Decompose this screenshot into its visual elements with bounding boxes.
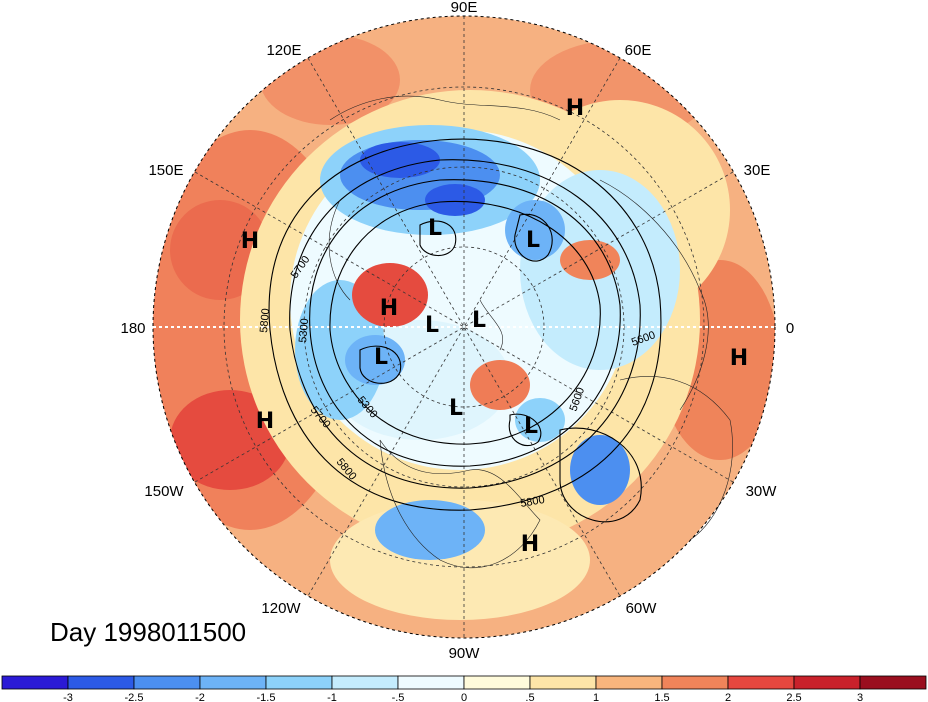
high-pressure-center: H (566, 96, 584, 121)
colorbar-tick-label: -.5 (392, 692, 405, 702)
colorbar-swatch (397, 675, 465, 690)
lon-label-120e: 120E (266, 42, 301, 59)
low-pressure-center: L (524, 414, 538, 439)
colorbar-tick-label: .5 (525, 692, 534, 702)
lon-label-30e: 30E (744, 162, 771, 179)
lon-label-0: 0 (786, 320, 794, 337)
colorbar-tick-label: 2 (725, 692, 731, 702)
lon-label-180: 180 (120, 320, 145, 337)
high-pressure-center: H (380, 296, 398, 321)
low-pressure-center: L (425, 313, 439, 338)
colorbar: -3 -2.5 -2 -1.5 -1 -.5 0 .5 1 1.5 2 2.5 3 (1, 675, 927, 702)
high-pressure-center: H (521, 532, 539, 557)
low-pressure-center: L (526, 228, 540, 253)
low-pressure-center: L (472, 308, 486, 333)
globe-outline (152, 15, 776, 639)
colorbar-swatch (661, 675, 729, 690)
colorbar-swatch (199, 675, 267, 690)
lon-label-60w: 60W (626, 600, 658, 617)
contour-label: 5300 (297, 318, 311, 343)
contour-label: 5800 (258, 308, 272, 333)
colorbar-tick-label: -2.5 (125, 692, 144, 702)
colorbar-swatch (463, 675, 531, 690)
high-pressure-center: H (730, 346, 748, 371)
graticule (153, 16, 775, 638)
colorbar-swatch (265, 675, 333, 690)
lon-label-90e: 90E (451, 0, 478, 16)
colorbar-tick-label: 2.5 (786, 692, 801, 702)
colorbar-swatch (331, 675, 399, 690)
high-pressure-center: H (241, 229, 259, 254)
colorbar-swatch (67, 675, 135, 690)
colorbar-tick-label: 1.5 (654, 692, 669, 702)
colorbar-swatch (727, 675, 795, 690)
pressure-centers: H H H H H H L L L L L L L (241, 96, 748, 557)
colorbar-swatch (859, 675, 927, 690)
date-title: Day 1998011500 (50, 617, 247, 647)
lon-label-120w: 120W (261, 600, 301, 617)
colorbar-swatch (1, 675, 69, 690)
lon-label-150e: 150E (148, 162, 183, 179)
low-pressure-center: L (374, 345, 388, 370)
high-pressure-center: H (256, 409, 274, 434)
lon-label-150w: 150W (144, 483, 184, 500)
coastlines (328, 95, 733, 569)
low-pressure-center: L (449, 396, 463, 421)
colorbar-swatch (793, 675, 861, 690)
colorbar-tick-label: -1.5 (257, 692, 276, 702)
colorbar-tick-label: -2 (195, 692, 205, 702)
colorbar-tick-label: 0 (461, 692, 467, 702)
colorbar-tick-label: 3 (857, 692, 863, 702)
lon-label-90w: 90W (449, 645, 481, 662)
colorbar-tick-label: 1 (593, 692, 599, 702)
low-pressure-center: L (428, 216, 442, 241)
colorbar-swatch (595, 675, 663, 690)
contour-label: 5800 (519, 494, 545, 510)
colorbar-swatch (529, 675, 597, 690)
colorbar-tick-label: -1 (327, 692, 337, 702)
colorbar-tick-label: -3 (63, 692, 73, 702)
lon-label-30w: 30W (746, 483, 778, 500)
colorbar-swatch (133, 675, 201, 690)
lon-label-60e: 60E (625, 42, 652, 59)
anomaly-field (153, 16, 775, 638)
